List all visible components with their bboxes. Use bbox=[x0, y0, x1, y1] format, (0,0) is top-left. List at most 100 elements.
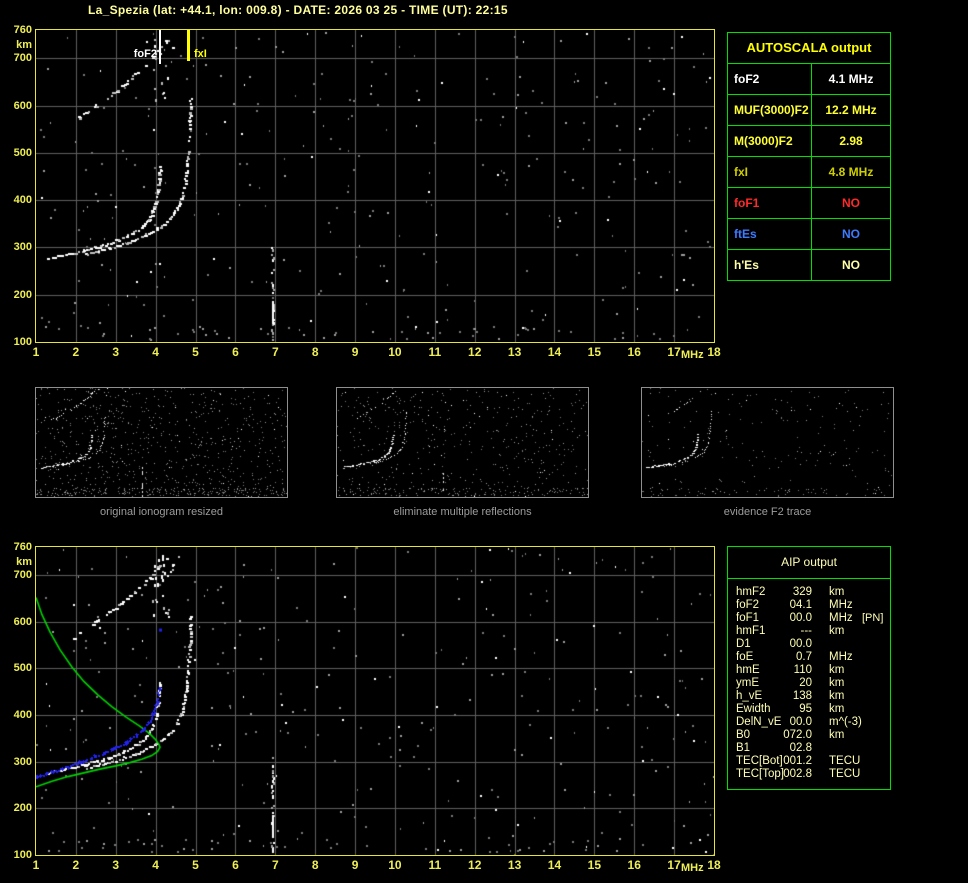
x-axis-tick-label: 17 bbox=[667, 858, 681, 872]
y-axis-tick-label: 400 bbox=[13, 194, 32, 207]
thumbnail-f2-trace-canvas bbox=[642, 388, 893, 497]
aip-label: B1 bbox=[736, 742, 751, 754]
aip-label: h_vE bbox=[736, 690, 763, 702]
aip-row-d1: D1 00.0 bbox=[728, 638, 890, 651]
x-axis-tick-label: 13 bbox=[507, 858, 522, 872]
parameter-label: MUF(3000)F2 bbox=[728, 95, 812, 125]
autoscala-row-hes: h'Es NO bbox=[728, 250, 890, 280]
aip-unit: km bbox=[829, 677, 845, 689]
aip-row-hmf1: hmF1 --- km bbox=[728, 625, 890, 638]
y-axis-unit-label: km bbox=[16, 556, 32, 568]
x-axis-tick-label: 17 bbox=[667, 345, 681, 359]
parameter-label: h'Es bbox=[728, 250, 812, 280]
aip-row-fof2: foF2 04.1 MHz bbox=[728, 599, 890, 612]
x-axis-tick-label: 14 bbox=[547, 345, 562, 359]
x-axis-tick-label: 9 bbox=[351, 858, 359, 872]
aip-row-b0: B0 072.0 km bbox=[728, 729, 890, 742]
caption-f2-trace: evidence F2 trace bbox=[723, 506, 812, 518]
aip-unit: TECU bbox=[829, 768, 861, 780]
aip-row-ewidth: Ewidth 95 km bbox=[728, 703, 890, 716]
x-axis-tick-label: 12 bbox=[468, 345, 482, 359]
caption-original-ionogram: original ionogram resized bbox=[100, 506, 223, 518]
aip-label: Ewidth bbox=[736, 703, 771, 715]
aip-row-tectop: TEC[Top] 002.8 TECU bbox=[728, 768, 890, 781]
aip-label: foF1 bbox=[736, 612, 760, 624]
y-axis-tick-label: 400 bbox=[13, 709, 32, 721]
y-axis-tick-label: 700 bbox=[13, 569, 32, 581]
aip-row-yme: ymE 20 km bbox=[728, 677, 890, 690]
x-axis-tick-label: 12 bbox=[468, 858, 482, 872]
y-axis-tick-label: 760 bbox=[13, 24, 32, 36]
aip-label: hmF2 bbox=[736, 586, 766, 598]
fxi-marker-label: fxI bbox=[194, 48, 207, 60]
y-axis-tick-label: 300 bbox=[13, 755, 32, 768]
aip-label: TEC[Top] bbox=[736, 768, 784, 780]
parameter-label: ftEs bbox=[728, 219, 812, 249]
aip-row-hmf2: hmF2 329 km bbox=[728, 586, 890, 599]
aip-value: 001.2 bbox=[783, 755, 812, 767]
aip-unit: km bbox=[829, 703, 845, 715]
thumbnail-no-multiples bbox=[336, 387, 589, 498]
parameter-value: 4.8 MHz bbox=[828, 165, 874, 179]
x-axis-tick-label: 3 bbox=[112, 858, 120, 872]
autoscala-output-table: AUTOSCALA output foF2 4.1 MHz MUF(3000)F2 1… bbox=[727, 32, 891, 281]
aip-unit: km bbox=[829, 586, 845, 598]
aip-value: 02.8 bbox=[789, 742, 812, 754]
ionogram-main-canvas bbox=[36, 30, 714, 342]
autoscala-row-fof1: foF1 NO bbox=[728, 188, 890, 219]
x-axis-tick-label: 9 bbox=[351, 345, 359, 359]
y-axis-tick-label: 600 bbox=[13, 99, 32, 112]
page-title: La_Spezia (lat: +44.1, lon: 009.8) - DAT… bbox=[88, 3, 508, 17]
aip-label: B0 bbox=[736, 729, 751, 741]
x-axis-tick-label: 13 bbox=[507, 345, 522, 359]
y-axis-tick-label: 760 bbox=[13, 541, 32, 553]
y-axis-tick-label: 500 bbox=[13, 662, 32, 675]
parameter-value: 12.2 MHz bbox=[825, 103, 877, 117]
x-axis-unit-label: MHz bbox=[681, 862, 704, 874]
aip-value: 0.7 bbox=[796, 651, 812, 663]
x-axis-tick-label: 18 bbox=[707, 858, 721, 872]
autoscala-row-ftes: ftEs NO bbox=[728, 219, 890, 250]
aip-label: foE bbox=[736, 651, 754, 663]
aip-table-rows: hmF2 329 km foF2 04.1 MHz foF1 00.0 MHz [PN] hmF1 -… bbox=[728, 579, 890, 789]
y-axis-tick-label: 100 bbox=[13, 849, 32, 861]
y-axis-tick-label: 600 bbox=[13, 615, 32, 628]
aip-value: 00.0 bbox=[789, 716, 812, 728]
x-axis-tick-label: 11 bbox=[428, 345, 442, 359]
ionogram-profile-plot bbox=[35, 546, 715, 856]
x-axis-tick-label: 10 bbox=[388, 345, 402, 359]
fof2-marker-line bbox=[159, 30, 161, 64]
aip-label: D1 bbox=[736, 638, 751, 650]
x-axis-tick-label: 11 bbox=[428, 858, 442, 872]
aip-label: hmE bbox=[736, 664, 760, 676]
aip-note: [PN] bbox=[862, 612, 884, 624]
autoscala-row-fxi: fxI 4.8 MHz bbox=[728, 157, 890, 188]
y-axis-tick-label: 200 bbox=[13, 288, 32, 301]
x-axis-tick-label: 15 bbox=[587, 858, 602, 872]
aip-label: TEC[Bot] bbox=[736, 755, 783, 767]
aip-row-fof1: foF1 00.0 MHz [PN] bbox=[728, 612, 890, 625]
x-axis-tick-label: 5 bbox=[192, 858, 199, 872]
aip-value: 110 bbox=[793, 664, 812, 676]
y-axis-tick-label: 700 bbox=[13, 52, 32, 65]
aip-unit: TECU bbox=[829, 755, 861, 767]
ionogram-profile-canvas bbox=[36, 547, 714, 855]
aip-unit: m^(-3) bbox=[829, 716, 862, 728]
x-axis-tick-label: 6 bbox=[232, 858, 239, 872]
aip-unit: km bbox=[829, 729, 845, 741]
parameter-value: 2.98 bbox=[839, 134, 863, 148]
x-axis-tick-label: 2 bbox=[72, 345, 80, 359]
aip-output-table: AIP output hmF2 329 km foF2 04.1 MHz foF1 00.0 M… bbox=[727, 546, 891, 790]
parameter-label: foF1 bbox=[728, 188, 812, 218]
aip-value: 04.1 bbox=[789, 599, 812, 611]
aip-value: 95 bbox=[799, 703, 812, 715]
thumbnail-original-ionogram bbox=[35, 387, 288, 498]
autoscala-table-rows: foF2 4.1 MHz MUF(3000)F2 12.2 MHz M(3000)F2 2… bbox=[728, 64, 890, 280]
aip-value: 00.0 bbox=[789, 638, 812, 650]
x-axis-tick-label: 3 bbox=[112, 345, 120, 359]
parameter-value: 4.1 MHz bbox=[828, 72, 874, 86]
y-axis-tick-label: 100 bbox=[13, 336, 32, 348]
y-axis-unit-label: km bbox=[16, 39, 32, 51]
parameter-value: NO bbox=[842, 258, 860, 272]
y-axis-tick-label: 200 bbox=[13, 802, 32, 815]
